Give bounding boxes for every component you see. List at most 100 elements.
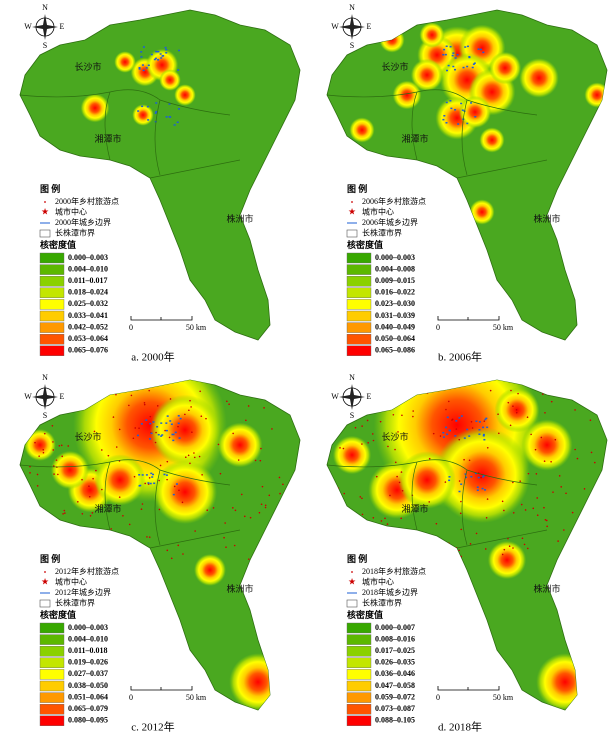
urban-boundary <box>165 429 168 432</box>
hotspot <box>153 460 217 524</box>
urban-boundary <box>482 475 485 478</box>
class-swatch <box>346 334 372 345</box>
urban-boundary <box>177 69 180 71</box>
scale-label: 0 <box>436 323 440 332</box>
urban-boundary <box>482 433 485 436</box>
tourism-point <box>354 426 357 429</box>
class-label: 0.036–0.046 <box>375 669 415 678</box>
tourism-point <box>589 403 591 405</box>
scale-bar <box>437 686 500 691</box>
tourism-point <box>36 485 39 487</box>
urban-boundary <box>466 45 469 48</box>
scale-label: 50 km <box>186 323 207 332</box>
tourism-point <box>193 452 195 454</box>
compass-e: E <box>60 22 65 31</box>
tourism-point <box>512 481 514 484</box>
city-label: 湘潭市 <box>94 133 121 144</box>
tourism-point <box>371 433 374 435</box>
urban-boundary <box>448 479 451 482</box>
urban-boundary <box>147 119 150 121</box>
tourism-point <box>42 449 45 451</box>
tourism-point <box>119 555 121 557</box>
legend-icon <box>351 201 353 203</box>
class-label: 0.053–0.064 <box>68 334 108 343</box>
density-title: 核密度值 <box>347 609 383 620</box>
legend-label: 长株潭市界 <box>55 227 95 237</box>
tourism-point <box>228 403 230 406</box>
tourism-point <box>154 441 157 444</box>
tourism-point <box>546 525 548 528</box>
tourism-point <box>132 437 135 440</box>
urban-boundary <box>155 110 158 113</box>
hotspot <box>132 104 154 126</box>
tourism-point <box>249 516 252 519</box>
tourism-point <box>188 409 190 412</box>
tourism-point <box>370 528 373 530</box>
tourism-point <box>361 521 364 524</box>
tourism-point <box>110 528 113 530</box>
class-swatch <box>346 264 372 275</box>
hotspot <box>434 427 530 523</box>
class-label: 0.004–0.008 <box>375 264 415 273</box>
legend-icon <box>44 201 46 203</box>
tourism-point <box>168 436 171 439</box>
tourism-point <box>468 459 471 462</box>
tourism-point <box>128 404 130 407</box>
tourism-point <box>212 507 215 509</box>
hotspot <box>519 58 559 98</box>
tourism-point <box>447 545 450 548</box>
urban-boundary <box>477 476 480 479</box>
tourism-point <box>507 401 510 404</box>
class-swatch <box>346 715 372 726</box>
density-layer <box>349 22 607 225</box>
tourism-point <box>486 447 489 449</box>
tourism-point <box>130 394 133 397</box>
city-label: 长沙市 <box>381 61 408 72</box>
class-swatch <box>39 646 65 657</box>
urban-boundary <box>456 53 459 56</box>
urban-boundary <box>145 474 148 476</box>
tourism-point <box>237 459 240 461</box>
class-label: 0.004–0.010 <box>68 634 108 643</box>
legend-label: 2018年乡村旅游点 <box>362 566 426 576</box>
tourism-point <box>29 472 31 474</box>
class-label: 0.073–0.087 <box>375 704 415 713</box>
tourism-point <box>361 425 363 427</box>
hotspot <box>398 451 456 509</box>
compass-s: S <box>43 411 47 420</box>
legend-title: 图 例 <box>347 553 367 564</box>
tourism-point <box>170 557 173 560</box>
tourism-point <box>60 444 63 447</box>
compass-n: N <box>42 373 48 382</box>
urban-boundary <box>140 56 143 58</box>
compass-star <box>339 14 365 40</box>
tourism-point <box>38 455 40 457</box>
tourism-point <box>193 456 196 459</box>
compass-n: N <box>42 3 48 12</box>
tourism-point <box>182 553 184 555</box>
urban-boundary <box>482 474 485 477</box>
tourism-point <box>52 465 55 467</box>
tourism-point <box>52 449 55 451</box>
urban-boundary <box>136 434 139 437</box>
tourism-point <box>460 500 462 503</box>
legend-label: 城市中心 <box>55 576 87 586</box>
urban-boundary <box>446 416 449 419</box>
tourism-point <box>406 552 409 555</box>
tourism-point <box>375 475 378 478</box>
tourism-point <box>178 489 180 492</box>
tourism-point <box>389 494 391 497</box>
hotspot <box>94 454 146 506</box>
tourism-point <box>501 553 504 556</box>
compass-e: E <box>367 392 372 401</box>
class-label: 0.011–0.017 <box>68 276 108 285</box>
tourism-point <box>128 550 131 552</box>
tourism-point <box>545 519 548 522</box>
urban-boundary <box>482 51 485 54</box>
tourism-point <box>458 480 461 482</box>
urban-boundary <box>140 51 143 53</box>
class-label: 0.000–0.003 <box>68 623 108 632</box>
tourism-point <box>583 488 586 490</box>
urban-boundary <box>458 490 461 493</box>
tourism-point <box>342 447 345 450</box>
